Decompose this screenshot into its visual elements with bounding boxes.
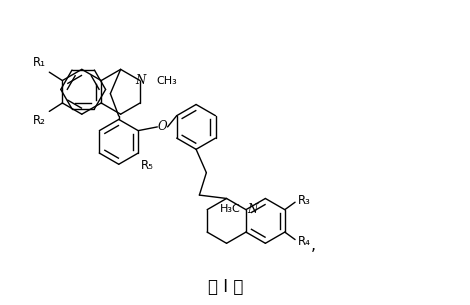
Text: CH₃: CH₃ xyxy=(157,76,177,86)
Text: R₅: R₅ xyxy=(141,159,153,172)
Text: O: O xyxy=(157,120,167,133)
Text: ,: , xyxy=(311,238,316,253)
Text: H₃C: H₃C xyxy=(219,204,240,214)
Text: N: N xyxy=(135,74,146,87)
Text: R₃: R₃ xyxy=(298,194,310,207)
Text: R₂: R₂ xyxy=(33,114,46,127)
Text: N: N xyxy=(247,203,258,216)
Text: R₁: R₁ xyxy=(33,56,46,69)
Text: （ I ）: （ I ） xyxy=(208,278,243,296)
Text: R₄: R₄ xyxy=(298,235,310,248)
